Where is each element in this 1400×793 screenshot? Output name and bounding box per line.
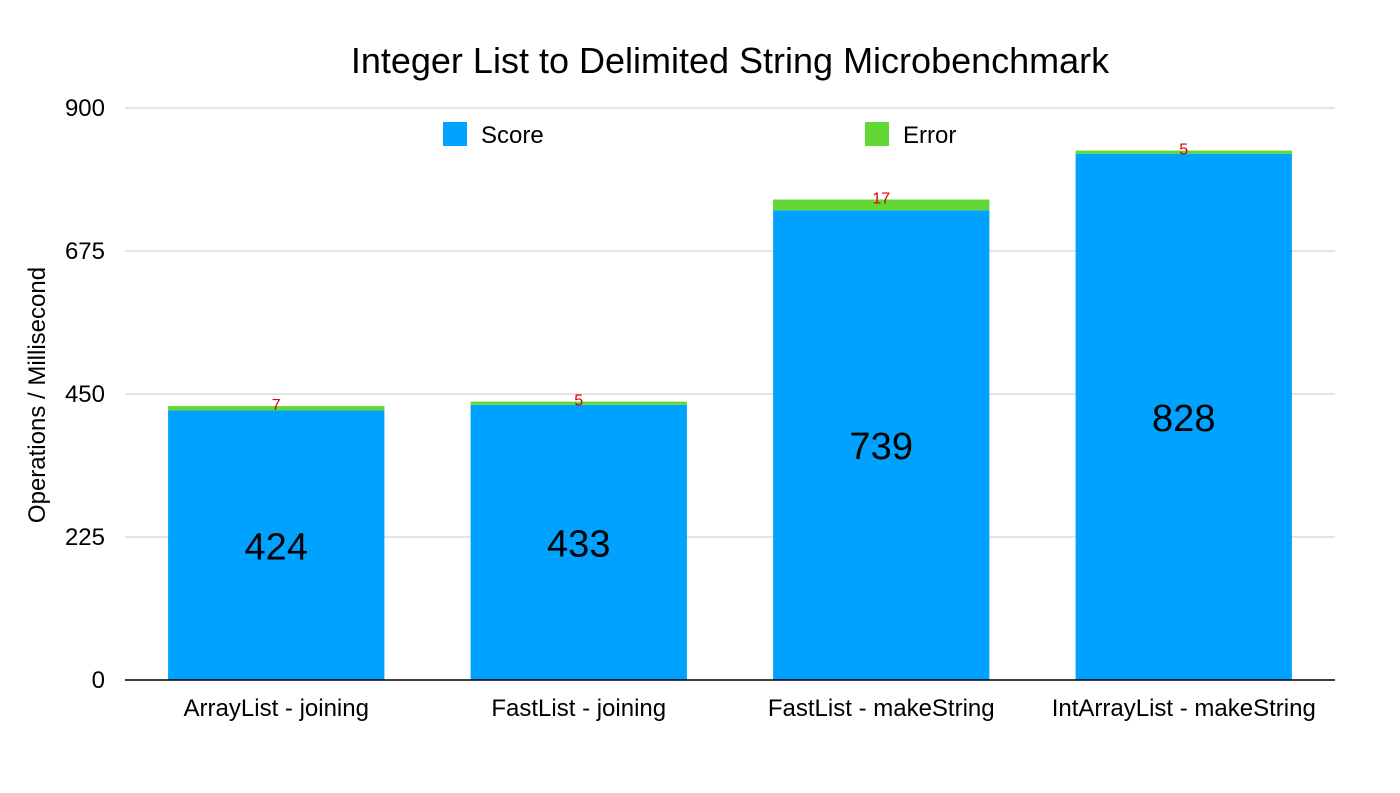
error-data-label: 5 xyxy=(574,393,583,410)
y-tick-label: 900 xyxy=(65,95,105,122)
bar-error xyxy=(773,199,990,211)
y-tick-label: 675 xyxy=(65,238,105,265)
bar-score xyxy=(773,210,990,680)
bar-error xyxy=(470,401,687,405)
score-data-label: 739 xyxy=(850,426,913,468)
error-data-label: 17 xyxy=(872,191,890,208)
x-tick-label: ArrayList - joining xyxy=(184,695,369,722)
legend-swatch xyxy=(443,122,467,146)
bar-score xyxy=(1075,153,1292,680)
data-labels: 424 7 433 5 739 17 828 5 xyxy=(245,142,1216,569)
bars xyxy=(168,150,1292,680)
legend-label: Error xyxy=(903,122,956,149)
x-tick-label: FastList - joining xyxy=(491,695,666,722)
y-tick-label: 450 xyxy=(65,381,105,408)
bar-error xyxy=(1075,150,1292,154)
legend-swatch xyxy=(865,122,889,146)
bar-error xyxy=(168,406,385,411)
legend: Score Error xyxy=(443,122,956,149)
score-data-label: 828 xyxy=(1152,398,1215,440)
bar-score xyxy=(168,410,385,680)
chart-title: Integer List to Delimited String Microbe… xyxy=(351,40,1110,81)
error-data-label: 7 xyxy=(272,397,281,414)
score-data-label: 424 xyxy=(245,526,308,568)
y-tick-label: 0 xyxy=(92,667,105,694)
y-axis-label: Operations / Millisecond xyxy=(24,267,51,523)
bar-score xyxy=(470,404,687,680)
axes: 0 225 450 675 900 ArrayList - joining FastList… xyxy=(65,95,1335,722)
x-tick-label: FastList - makeString xyxy=(768,695,995,722)
score-data-label: 433 xyxy=(547,523,610,565)
y-tick-label: 225 xyxy=(65,524,105,551)
x-tick-label: IntArrayList - makeString xyxy=(1052,695,1316,722)
legend-label: Score xyxy=(481,122,544,149)
error-data-label: 5 xyxy=(1179,142,1188,159)
